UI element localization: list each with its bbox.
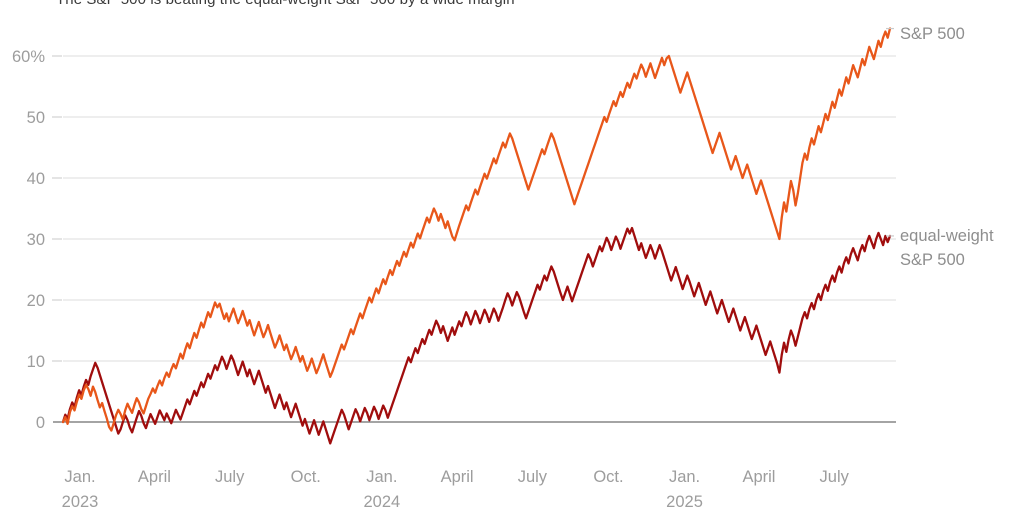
x-axis-labels: Jan. 2023 April July Oct. Jan. 2024 April July Oc… (62, 468, 850, 511)
y-axis-tick-label: 50 (27, 109, 45, 127)
x-axis-tick-label: Jan. (64, 468, 95, 486)
data-series-lines (61, 27, 892, 445)
chart-title: The S&P 500 is beating the equal-weight … (56, 0, 916, 8)
x-axis-tick-label-year: 2025 (666, 493, 703, 511)
series-line-equal-weight (61, 226, 892, 445)
y-axis-tick-label: 40 (27, 170, 45, 188)
x-axis-tick-label: Oct. (593, 468, 623, 486)
x-axis-tick-label: Jan. (366, 468, 397, 486)
x-axis-tick-label: April (742, 468, 775, 486)
x-axis-tick-label: Jan. (669, 468, 700, 486)
series-label-equal-weight-line2: S&P 500 (900, 251, 965, 269)
series-label-leaders (886, 27, 894, 237)
y-axis-tick-label: 60% (12, 48, 45, 66)
x-axis-tick-label: July (518, 468, 548, 486)
series-label-sp500: S&P 500 (900, 25, 965, 43)
y-axis-tick-label: 30 (27, 231, 45, 249)
y-axis-tick-label: 20 (27, 292, 45, 310)
series-line-sp500 (61, 27, 892, 432)
x-axis-tick-label-year: 2024 (363, 493, 400, 511)
x-axis-tick-label: Oct. (291, 468, 321, 486)
x-axis-tick-label-year: 2023 (62, 493, 99, 511)
x-axis-tick-label: July (215, 468, 245, 486)
axis-tickmarks (52, 55, 62, 362)
y-axis-tick-label: 0 (36, 414, 45, 432)
series-labels: S&P 500 equal-weight S&P 500 (900, 25, 994, 269)
x-axis-tick-label: April (441, 468, 474, 486)
y-axis-tick-label: 10 (27, 353, 45, 371)
x-axis-tick-label: July (820, 468, 850, 486)
x-axis-tick-label: April (138, 468, 171, 486)
series-label-equal-weight-line1: equal-weight (900, 227, 994, 245)
y-axis-labels: 0 10 20 30 40 50 60% (12, 48, 45, 432)
gridlines (53, 55, 896, 423)
